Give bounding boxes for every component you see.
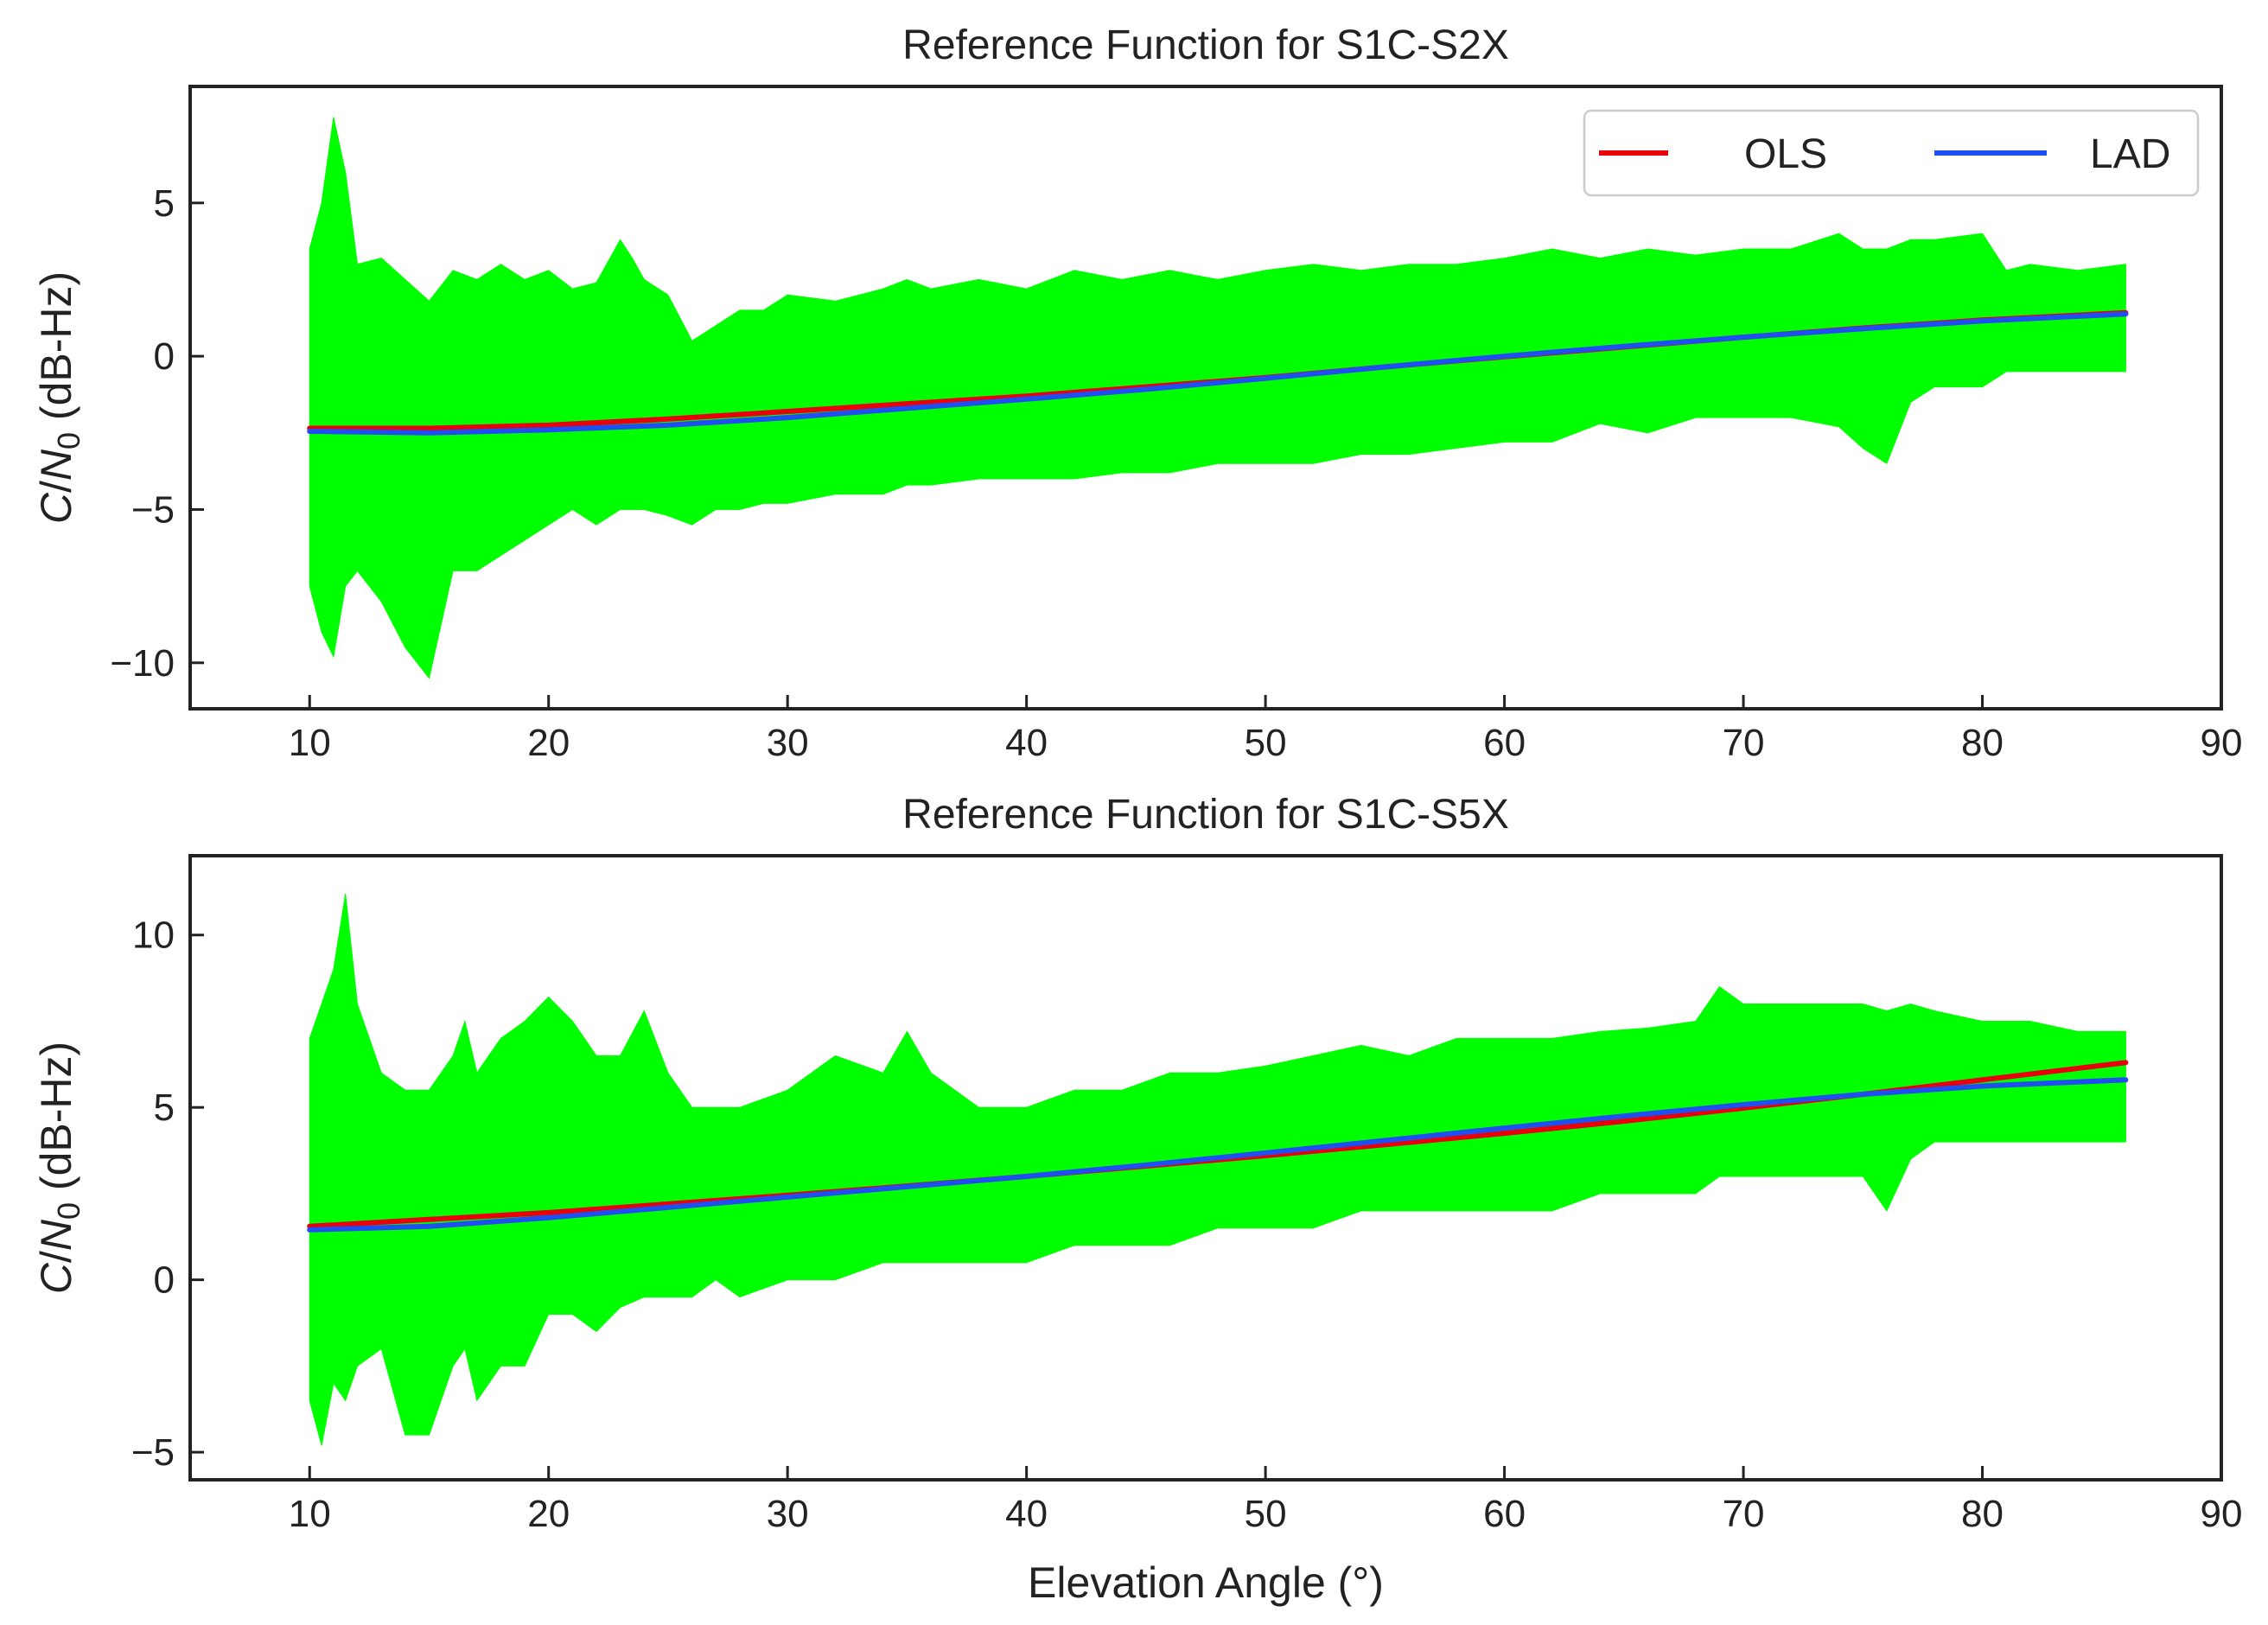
x-axis-label: Elevation Angle (°) bbox=[1028, 1558, 1384, 1607]
x-tick-label: 20 bbox=[527, 722, 570, 764]
x-tick-label: 30 bbox=[767, 1493, 809, 1535]
x-tick-label: 40 bbox=[1005, 722, 1048, 764]
bottom-panel: Reference Function for S1C-S5X 10 20 30 40 5… bbox=[32, 792, 2242, 1607]
y-tick-label: 0 bbox=[154, 1259, 175, 1302]
x-tick-label: 50 bbox=[1245, 722, 1287, 764]
x-tick-label: 60 bbox=[1483, 722, 1526, 764]
x-tick-label: 70 bbox=[1723, 722, 1765, 764]
x-tick-label: 80 bbox=[1961, 722, 2004, 764]
bottom-chart-title: Reference Function for S1C-S5X bbox=[902, 792, 1509, 838]
y-tick-label: 5 bbox=[154, 182, 175, 225]
series-line-lad bbox=[307, 311, 2129, 436]
top-y-axis-label: C/N0 (dB-Hz) bbox=[32, 271, 86, 524]
observation-band bbox=[309, 893, 2126, 1446]
x-tick-label: 30 bbox=[767, 722, 809, 764]
x-tick-label: 80 bbox=[1961, 1493, 2004, 1535]
y-tick-label: −5 bbox=[131, 1431, 175, 1474]
x-tick-label: 90 bbox=[2201, 722, 2243, 764]
top-chart-title: Reference Function for S1C-S2X bbox=[902, 22, 1509, 68]
bottom-plot-marks bbox=[307, 893, 2129, 1446]
y-tick-label: −5 bbox=[131, 488, 175, 531]
x-tick-label: 50 bbox=[1245, 1493, 1287, 1535]
bottom-plot-frame bbox=[188, 854, 2223, 1482]
legend: OLS LAD bbox=[1583, 109, 2200, 197]
x-tick-label: 60 bbox=[1483, 1493, 1526, 1535]
top-plot-frame bbox=[188, 85, 2223, 711]
series-line-lad bbox=[307, 1077, 2129, 1233]
x-tick-label: 10 bbox=[289, 1493, 331, 1535]
top-panel: Reference Function for S1C-S2X 10 20 30 40 5… bbox=[32, 22, 2242, 764]
y-tick-label: −10 bbox=[110, 642, 175, 685]
x-tick-label: 40 bbox=[1005, 1493, 1048, 1535]
x-tick-label: 90 bbox=[2201, 1493, 2243, 1535]
legend-ols-label: OLS bbox=[1744, 131, 1827, 177]
y-tick-label: 0 bbox=[154, 335, 175, 378]
top-axis-ticks: 10 20 30 40 50 60 70 80 90 −10 −5 0 5 bbox=[110, 182, 2242, 764]
top-plot-marks bbox=[307, 117, 2129, 679]
y-tick-label: 10 bbox=[132, 914, 175, 957]
bottom-axis-ticks: 10 20 30 40 50 60 70 80 90 −5 0 5 10 bbox=[131, 914, 2243, 1535]
bottom-y-axis-label: C/N0 (dB-Hz) bbox=[32, 1042, 86, 1294]
y-tick-label: 5 bbox=[154, 1087, 175, 1129]
observation-band bbox=[309, 117, 2126, 679]
x-tick-label: 70 bbox=[1723, 1493, 1765, 1535]
legend-box bbox=[1583, 109, 2200, 197]
legend-lad-label: LAD bbox=[2090, 131, 2170, 177]
x-tick-label: 10 bbox=[289, 722, 331, 764]
x-tick-label: 20 bbox=[527, 1493, 570, 1535]
